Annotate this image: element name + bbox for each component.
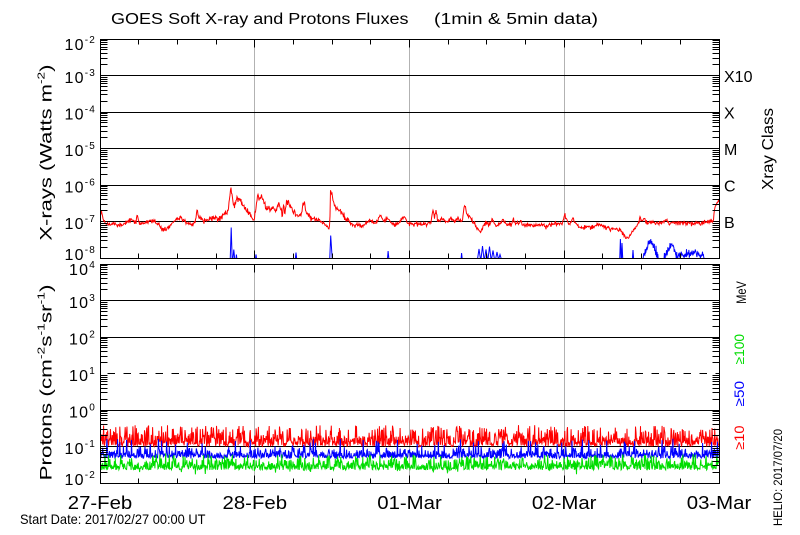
svg-text:C: C	[724, 179, 736, 196]
svg-text:104: 104	[69, 260, 96, 279]
svg-text:≥100: ≥100	[732, 334, 747, 365]
svg-text:M: M	[724, 142, 737, 159]
svg-text:B: B	[724, 215, 735, 232]
svg-text:≥50: ≥50	[732, 381, 747, 407]
svg-text:Start Date: 2017/02/27 00:00 U: Start Date: 2017/02/27 00:00 UT	[20, 511, 206, 527]
svg-text:100: 100	[69, 403, 96, 422]
svg-text:03-Mar: 03-Mar	[687, 493, 752, 513]
svg-text:103: 103	[69, 293, 96, 312]
svg-text:101: 101	[69, 366, 96, 385]
svg-text:X-rays (Watts m-2): X-rays (Watts m-2)	[36, 65, 56, 241]
svg-text:MeV: MeV	[734, 281, 749, 304]
svg-text:HELIO: 2017/07/20: HELIO: 2017/07/20	[771, 429, 785, 526]
svg-text:Protons (cm-2s-1sr-1): Protons (cm-2s-1sr-1)	[36, 285, 56, 481]
svg-text:X: X	[724, 106, 735, 123]
svg-text:X10: X10	[724, 69, 753, 86]
svg-text:102: 102	[69, 330, 96, 349]
svg-text:28-Feb: 28-Feb	[223, 493, 288, 513]
svg-text:01-Mar: 01-Mar	[377, 493, 442, 513]
svg-text:≥10: ≥10	[732, 426, 747, 450]
svg-text:(1min & 5min data): (1min & 5min data)	[434, 11, 598, 28]
svg-text:Xray Class: Xray Class	[760, 108, 777, 190]
svg-text:27-Feb: 27-Feb	[68, 493, 133, 513]
svg-text:GOES Soft X-ray and Protons Fl: GOES Soft X-ray and Protons Fluxes	[111, 11, 409, 28]
svg-text:02-Mar: 02-Mar	[532, 493, 597, 513]
